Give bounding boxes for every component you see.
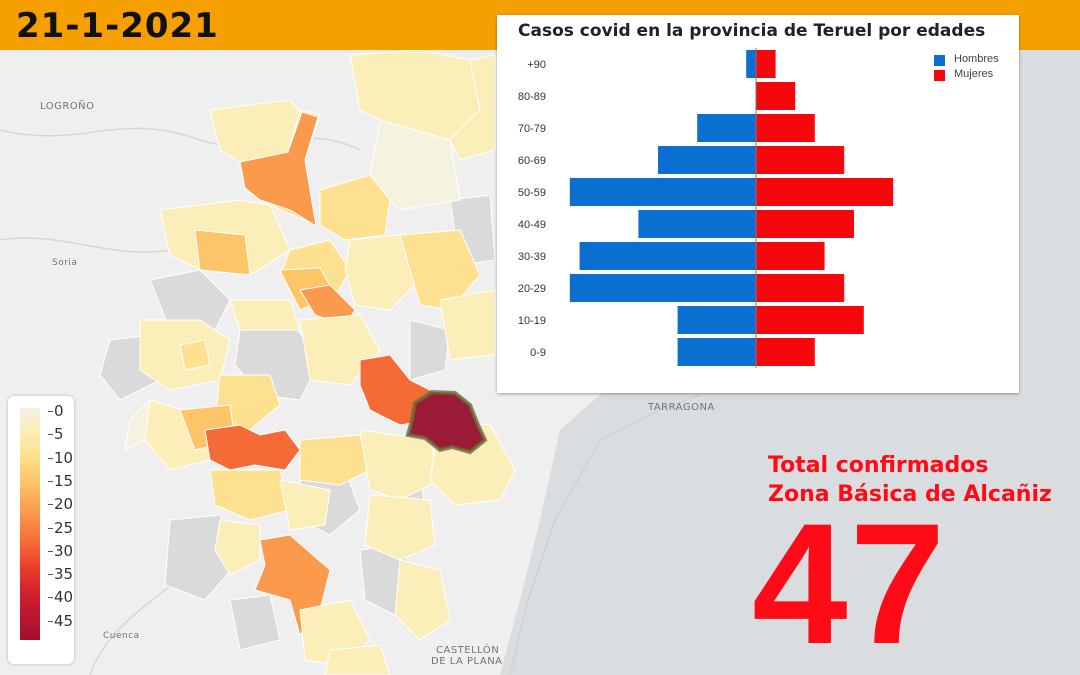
bar-hombres	[697, 114, 756, 142]
bar-hombres	[569, 274, 756, 302]
color-scale-tick: 40	[47, 588, 74, 607]
color-scale-tick: 0	[48, 402, 64, 420]
color-scale-bar	[20, 408, 40, 640]
category-label: 50-59	[518, 187, 546, 199]
bar-mujeres	[756, 210, 854, 238]
bar-mujeres	[756, 178, 894, 206]
category-label: +90	[527, 59, 546, 71]
color-scale-tick: 30	[47, 541, 74, 560]
category-label: 30-39	[518, 251, 546, 263]
color-scale-tick: 10	[47, 448, 74, 467]
chart-title: Casos covid en la provincia de Teruel po…	[518, 21, 986, 41]
color-scale-tick: 45	[47, 611, 74, 630]
alcaniz-highlight	[405, 389, 488, 455]
total-label-line2: Zona Básica de Alcañiz	[768, 482, 1052, 507]
bar-mujeres	[756, 338, 815, 366]
category-label: 80-89	[518, 91, 546, 103]
category-label: 10-19	[518, 315, 546, 327]
date-label: 21-1-2021	[16, 6, 219, 46]
bar-hombres	[746, 50, 756, 78]
bar-hombres	[677, 338, 756, 366]
bar-hombres	[658, 146, 756, 174]
bar-hombres	[638, 210, 756, 238]
map-label-tarragona: TARRAGONA	[648, 402, 715, 413]
map-label-cuenca: Cuenca	[103, 631, 140, 641]
map-label-castellon-2: DE LA PLANA	[431, 656, 503, 667]
bar-mujeres	[756, 50, 776, 78]
category-label: 20-29	[518, 283, 546, 295]
bar-mujeres	[756, 114, 815, 142]
category-label: 60-69	[518, 155, 546, 167]
color-scale-tick: 5	[48, 425, 64, 444]
road-line	[0, 237, 171, 253]
category-label: 0-9	[530, 347, 546, 359]
bar-mujeres	[756, 306, 864, 334]
category-label: 40-49	[518, 219, 546, 231]
category-label: 70-79	[518, 123, 546, 135]
bar-mujeres	[756, 274, 845, 302]
legend-swatch	[934, 70, 945, 81]
color-scale-tick: 15	[47, 471, 74, 490]
color-scale-tick: 20	[47, 495, 74, 514]
sea-area	[510, 395, 1080, 675]
map-label-logrono: LOGROÑO	[40, 101, 95, 112]
bar-hombres	[569, 178, 756, 206]
legend-label: Hombres	[954, 53, 999, 65]
pyramid-plot: +90 80-89 70-79 60-69 50-59 40-49 30-39 20-29 10…	[518, 48, 894, 368]
color-scale-tick: 35	[47, 565, 74, 584]
legend-swatch	[934, 55, 945, 66]
total-value: 47	[752, 488, 948, 675]
color-scale-tick: 25	[47, 518, 74, 537]
legend-label: Mujeres	[954, 68, 994, 80]
bar-mujeres	[756, 242, 825, 270]
bar-hombres	[579, 242, 756, 270]
color-scale-legend: 0 5 10 15 20 25 30 35 40 45	[8, 396, 74, 664]
age-pyramid-chart: Casos covid en la provincia de Teruel po…	[497, 15, 1019, 393]
total-label-line1: Total confirmados	[768, 453, 989, 478]
bar-mujeres	[756, 82, 796, 110]
map-label-soria: Soria	[52, 258, 78, 268]
map-label-castellon: CASTELLÓN	[436, 645, 500, 656]
coastline	[509, 394, 701, 675]
bar-hombres	[677, 306, 756, 334]
bar-mujeres	[756, 146, 845, 174]
